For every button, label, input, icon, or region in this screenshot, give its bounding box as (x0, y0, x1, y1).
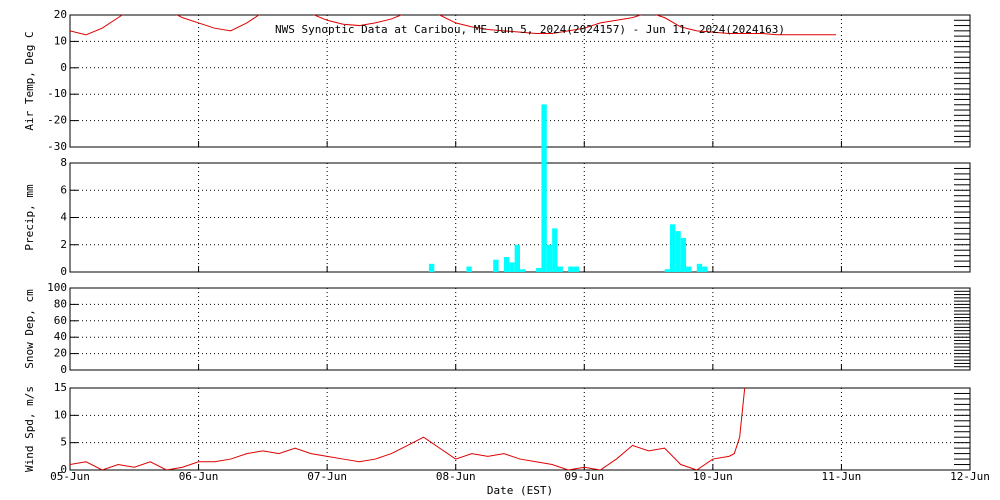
y-tick-label: -20 (47, 114, 67, 127)
bar (493, 259, 499, 272)
bar (546, 244, 553, 272)
bar (503, 257, 510, 272)
y-tick-label: 20 (54, 347, 67, 360)
y-tick-label: 8 (60, 156, 67, 169)
bar (552, 228, 558, 272)
bar (514, 244, 520, 272)
y-axis-label: Wind Spd, m/s (23, 386, 36, 472)
bar (541, 104, 547, 272)
y-tick-label: 5 (60, 436, 67, 449)
bar (466, 266, 472, 272)
x-tick-label: 11-Jun (822, 470, 862, 483)
y-tick-label: 0 (60, 61, 67, 74)
line (70, 388, 746, 470)
bar (509, 262, 515, 272)
y-tick-label: 10 (54, 408, 67, 421)
y-axis-label: Snow Dep, cm (23, 289, 36, 369)
plot-frame (69, 287, 971, 371)
y-tick-label: 80 (54, 297, 67, 310)
y-tick-label: 2 (60, 238, 67, 251)
y-tick-label: 20 (54, 8, 67, 21)
y-tick-label: 4 (60, 211, 67, 224)
bar (670, 224, 676, 272)
y-tick-label: 60 (54, 314, 67, 327)
bar (557, 266, 563, 272)
y-tick-label: 0 (60, 363, 67, 376)
y-tick-label: -10 (47, 87, 67, 100)
bar (675, 231, 681, 272)
x-tick-label: 10-Jun (693, 470, 733, 483)
x-tick-label: 05-Jun (50, 470, 90, 483)
y-axis-label: Precip, mm (23, 184, 36, 251)
bar (573, 266, 579, 272)
x-tick-label: 07-Jun (307, 470, 347, 483)
bar (428, 263, 435, 272)
bar (536, 267, 542, 272)
bar (680, 237, 687, 272)
y-tick-label: 100 (47, 281, 67, 294)
plot-frame (69, 387, 971, 471)
bar (696, 263, 703, 272)
x-tick-label: 09-Jun (564, 470, 604, 483)
chart-title: NWS Synoptic Data at Caribou, ME Jun 5, … (275, 23, 785, 36)
y-tick-label: 40 (54, 330, 67, 343)
bar (686, 266, 692, 272)
y-tick-label: 15 (54, 381, 67, 394)
x-tick-label: 06-Jun (179, 470, 219, 483)
plot-frame (69, 14, 971, 148)
y-tick-label: 0 (60, 265, 67, 278)
y-tick-label: 0 (60, 463, 67, 476)
x-tick-label: 08-Jun (436, 470, 476, 483)
x-axis-label: Date (EST) (487, 484, 553, 497)
y-tick-label: -30 (47, 140, 67, 153)
bar (664, 269, 670, 272)
bar (568, 266, 574, 272)
line (70, 15, 837, 36)
x-tick-label: 12-Jun (950, 470, 990, 483)
y-axis-label: Air Temp, Deg C (23, 31, 36, 130)
bar (702, 266, 708, 272)
y-tick-label: 6 (60, 183, 67, 196)
y-tick-label: 10 (54, 34, 67, 47)
bar (520, 269, 526, 272)
